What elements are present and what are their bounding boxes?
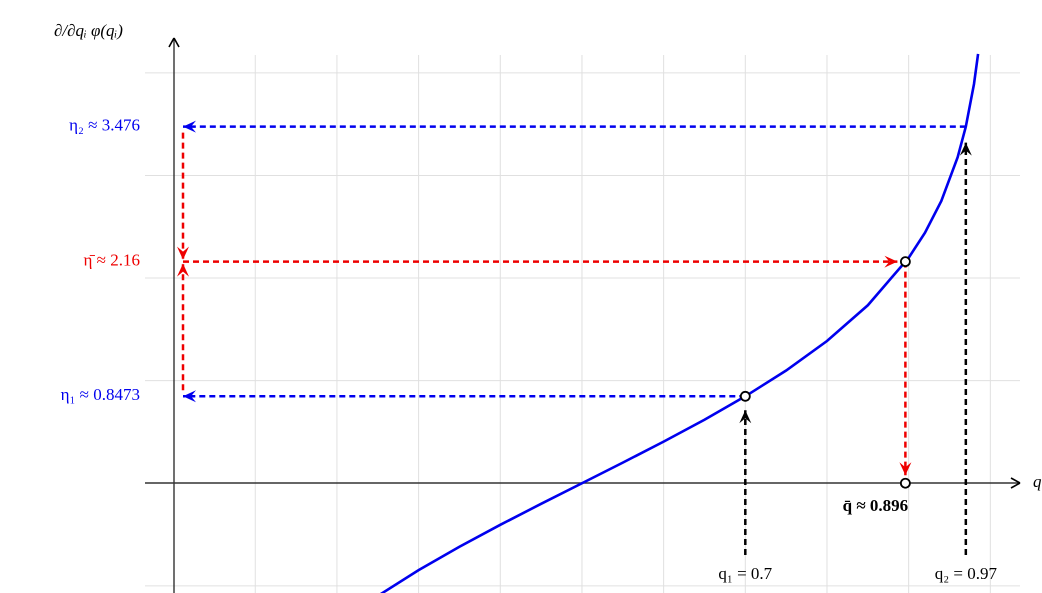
y-axis-label: ∂/∂qᵢ φ(qᵢ) xyxy=(54,21,123,40)
point xyxy=(899,477,911,489)
x-marker-label: q̄ ≈ 0.896 xyxy=(843,496,909,515)
point xyxy=(899,256,911,268)
x-axis-label: q xyxy=(1033,472,1042,491)
point xyxy=(739,390,751,402)
grid xyxy=(145,55,1020,593)
x-marker-label: q₂ = 0.97 xyxy=(935,564,998,583)
x-marker-label: q₁ = 0.7 xyxy=(718,564,772,583)
y-marker-label: η₂ ≈ 3.476 xyxy=(69,116,140,135)
y-marker-label: η̄ ≈ 2.16 xyxy=(84,251,140,270)
curve xyxy=(379,53,980,593)
y-marker-label: η₁ ≈ 0.8473 xyxy=(61,385,140,404)
